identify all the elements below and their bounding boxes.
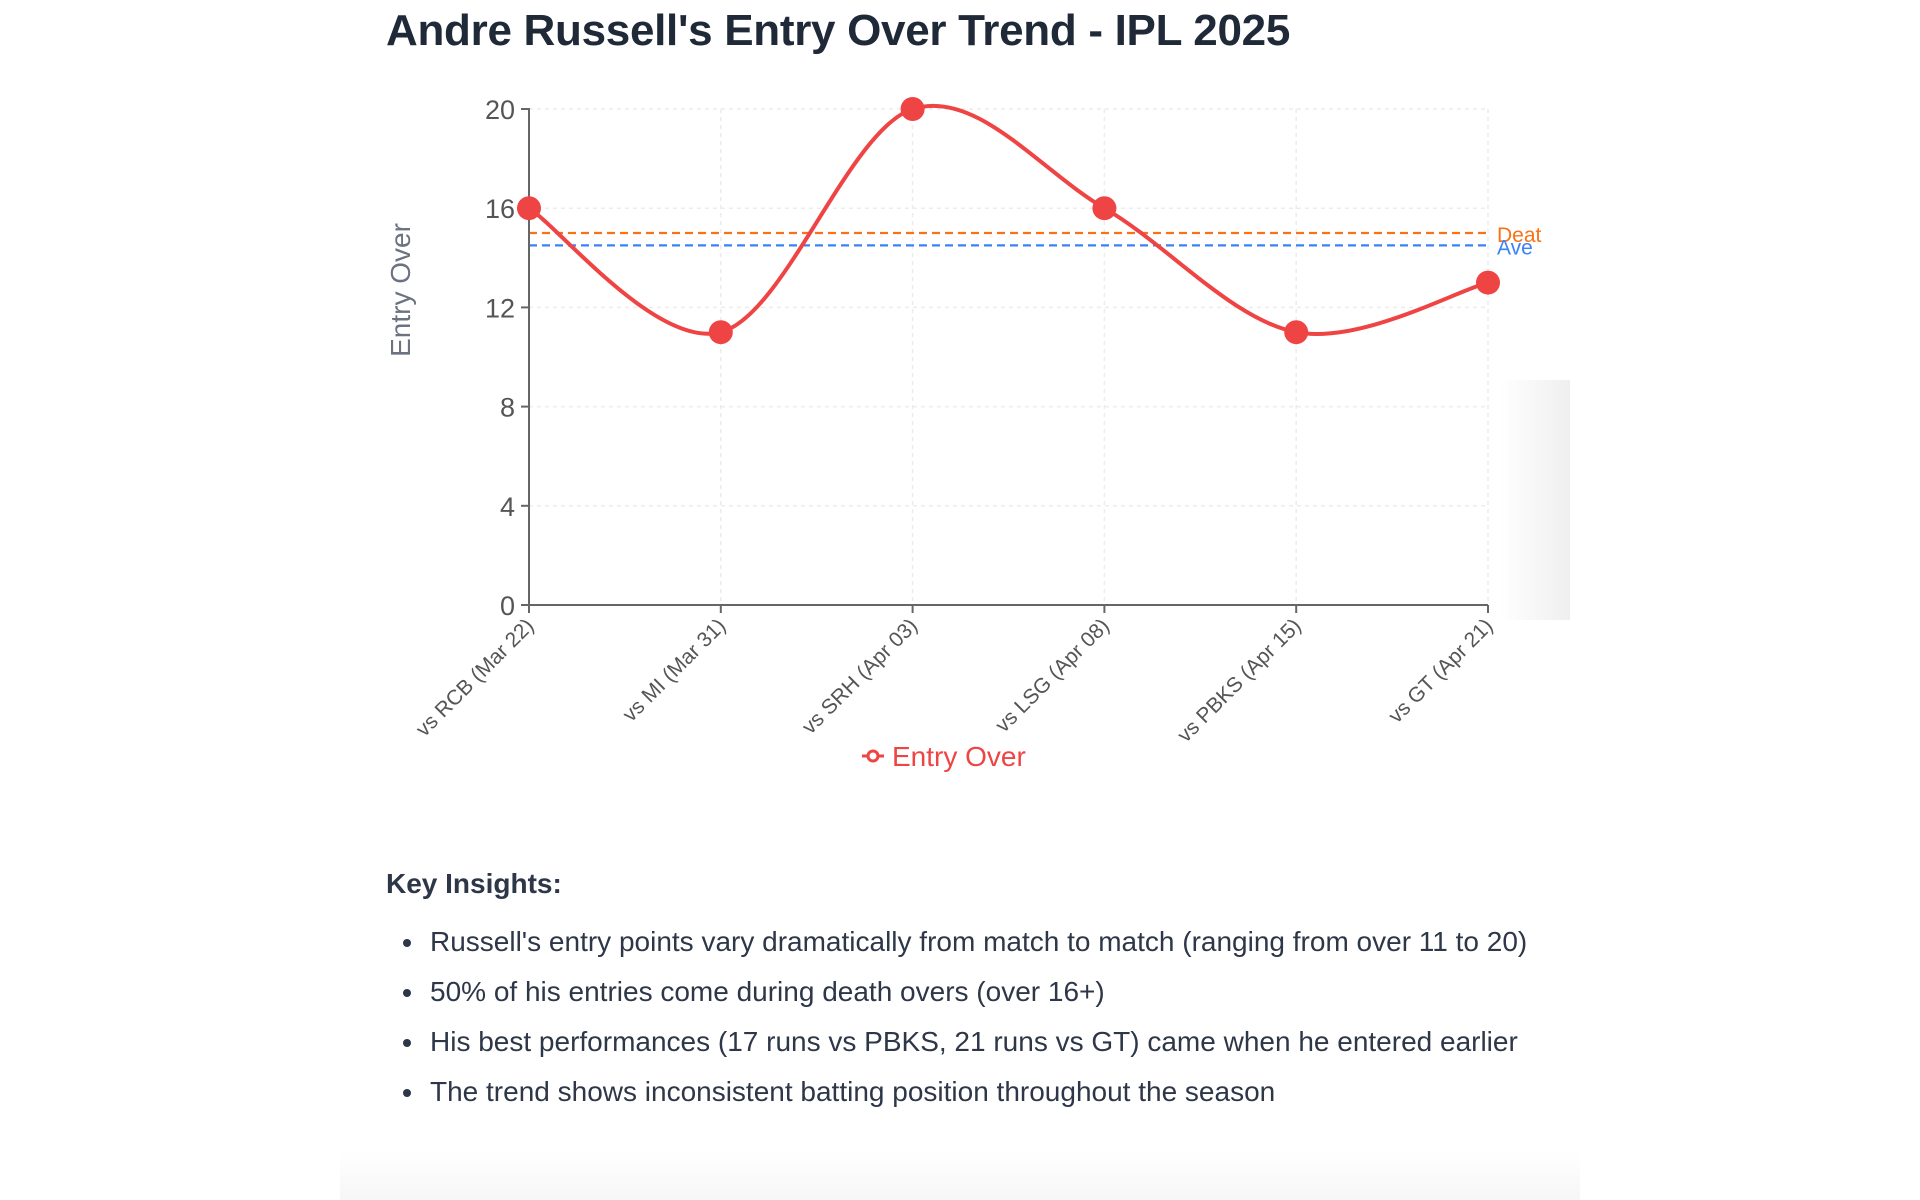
chart-grid xyxy=(529,108,1489,605)
insight-item: 50% of his entries come during death ove… xyxy=(426,970,1546,1013)
reference-line-label: Ave xyxy=(1497,236,1533,259)
insight-item: The trend shows inconsistent batting pos… xyxy=(426,1070,1546,1113)
data-point xyxy=(1284,320,1309,345)
chart-series-line xyxy=(527,103,1489,336)
chart-axes xyxy=(521,108,1489,613)
reference-line-label: Deat xyxy=(1497,224,1542,247)
insights-list: Russell's entry points vary dramatically… xyxy=(386,920,1546,1120)
page-title: Andre Russell's Entry Over Trend - IPL 2… xyxy=(386,6,1290,55)
y-tick-label: 0 xyxy=(500,591,515,621)
data-point xyxy=(900,97,925,121)
data-point xyxy=(1476,270,1500,295)
x-tick-label: vs PBKS (Apr 15) xyxy=(1173,614,1306,747)
y-tick-label: 20 xyxy=(485,95,515,125)
scroll-fade xyxy=(340,1150,1580,1200)
y-tick-label: 4 xyxy=(500,492,515,522)
legend-label: Entry Over xyxy=(892,741,1026,772)
y-tick-label: 8 xyxy=(500,393,515,423)
series-line-entry-over xyxy=(527,103,1489,336)
y-tick-label: 12 xyxy=(485,293,515,323)
insights-heading: Key Insights: xyxy=(386,868,562,899)
x-tick-label: vs RCB (Mar 22) xyxy=(412,614,539,741)
chart-points xyxy=(517,97,1500,345)
data-point xyxy=(517,196,541,221)
insight-item: His best performances (17 runs vs PBKS, … xyxy=(426,1020,1546,1063)
insight-item: Russell's entry points vary dramatically… xyxy=(426,920,1546,963)
y-tick-label: 16 xyxy=(485,194,515,224)
chart-labels: 0 4 8 12 16 20 Entry Over vs RCB (Mar 22) vs MI … xyxy=(385,95,1498,747)
chart-legend[interactable]: Entry Over xyxy=(862,741,1026,772)
x-tick-label: vs SRH (Apr 03) xyxy=(798,614,922,738)
x-tick-label: vs LSG (Apr 08) xyxy=(991,614,1114,737)
x-tick-label: vs GT (Apr 21) xyxy=(1384,614,1497,727)
y-axis-title: Entry Over xyxy=(385,223,416,357)
data-point xyxy=(1092,196,1117,221)
data-point xyxy=(708,320,733,345)
x-tick-label: vs MI (Mar 31) xyxy=(618,614,730,726)
legend-marker-icon xyxy=(866,749,880,763)
